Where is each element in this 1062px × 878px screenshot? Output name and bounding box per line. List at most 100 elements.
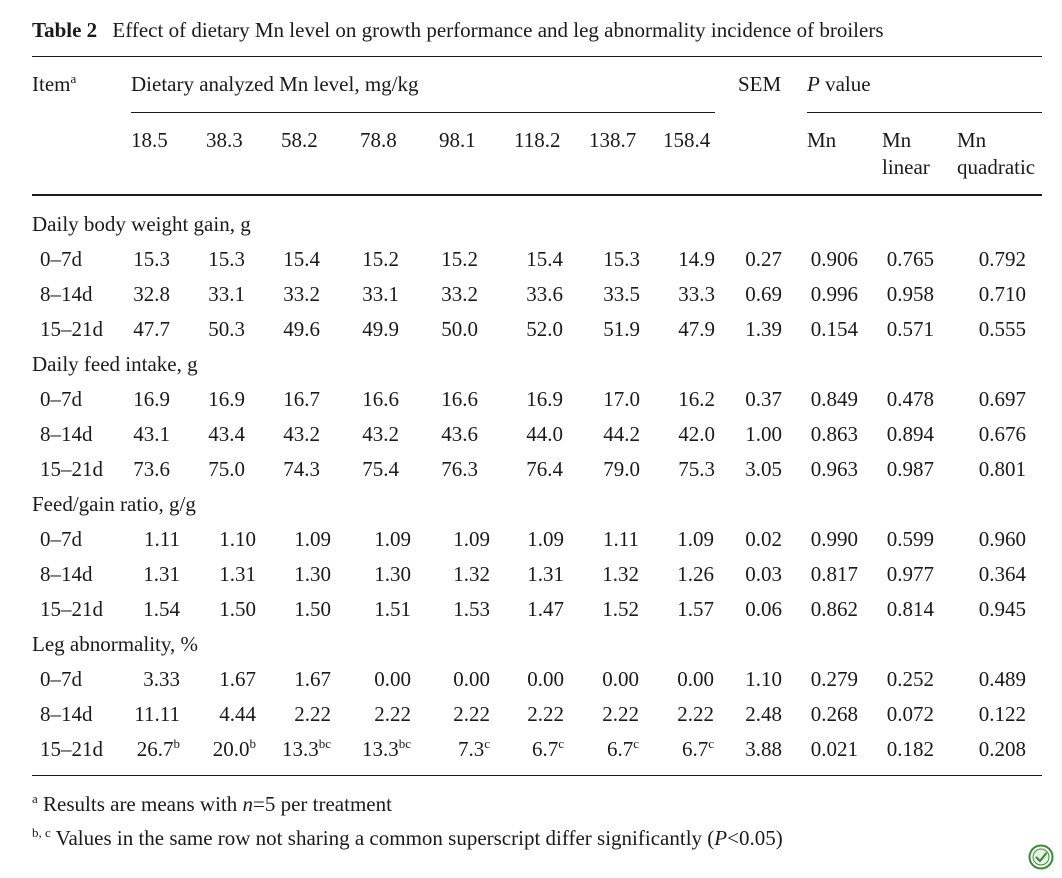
p-value-cell: 0.697 [978, 387, 1026, 411]
cell-value: 2.22 [602, 702, 639, 726]
row-label: 0–7d [40, 247, 82, 271]
row-label: 15–21d [40, 737, 103, 761]
sem-cell: 2.48 [745, 702, 782, 726]
checkmark-badge-icon[interactable] [1028, 844, 1054, 870]
table-cell: 17.0 [603, 387, 640, 411]
sem-cell: 1.39 [745, 317, 782, 341]
cell-value: 44.2 [603, 422, 640, 446]
table-cell: 6.7c [682, 737, 714, 761]
cell-superscript: bc [398, 736, 411, 751]
cell-superscript: c [484, 736, 490, 751]
table-cell: 2.22 [294, 702, 331, 726]
p-value-cell: 0.765 [886, 247, 934, 271]
table-cell: 1.54 [143, 597, 180, 621]
table-cell: 26.7b [137, 737, 180, 761]
p-column-header-line1: Mn [807, 128, 837, 152]
row-label: 8–14d [40, 702, 93, 726]
p-value-cell: 0.364 [978, 562, 1026, 586]
table-cell: 6.7c [532, 737, 564, 761]
cell-value: 6.7 [681, 737, 709, 761]
cell-value: 33.2 [283, 282, 320, 306]
p-value-cell: 0.571 [886, 317, 934, 341]
section-title: Daily feed intake, g [32, 352, 198, 376]
row-label: 15–21d [40, 457, 103, 481]
p-column-header-line2: linear [882, 155, 930, 179]
cell-superscript: c [558, 736, 564, 751]
p-value-cell: 0.817 [810, 562, 858, 586]
cell-superscript: bc [318, 736, 331, 751]
row-label: 8–14d [40, 422, 93, 446]
item-header: Itema [32, 71, 77, 96]
table-cell: 33.2 [283, 282, 320, 306]
cell-value: 2.22 [294, 702, 331, 726]
table-cell: 1.09 [294, 527, 331, 551]
table-cell: 75.0 [208, 457, 245, 481]
row-label: 0–7d [40, 527, 82, 551]
p-value-cell: 0.958 [886, 282, 934, 306]
cell-value: 51.9 [603, 317, 640, 341]
cell-superscript: b [249, 736, 257, 751]
p-value-cell: 0.154 [810, 317, 858, 341]
cell-value: 15.4 [526, 247, 563, 271]
cell-value: 15.2 [441, 247, 478, 271]
cell-value: 33.2 [441, 282, 478, 306]
cell-value: 43.4 [208, 422, 245, 446]
table-cell: 0.00 [374, 667, 411, 691]
cell-value: 1.51 [374, 597, 411, 621]
table-cell: 1.32 [602, 562, 639, 586]
cell-superscript: c [633, 736, 639, 751]
cell-value: 33.5 [603, 282, 640, 306]
table-cell: 49.9 [362, 317, 399, 341]
row-label: 8–14d [40, 282, 93, 306]
cell-value: 50.3 [208, 317, 245, 341]
cell-value: 11.11 [134, 702, 180, 726]
cell-value: 52.0 [526, 317, 563, 341]
cell-value: 16.6 [362, 387, 399, 411]
top-rule [32, 56, 1042, 57]
sem-cell: 3.05 [745, 457, 782, 481]
cell-value: 4.44 [219, 702, 256, 726]
cell-value: 1.31 [527, 562, 564, 586]
p-value-cell: 0.252 [886, 667, 934, 691]
cell-superscript: b [173, 736, 181, 751]
cell-value: 16.6 [441, 387, 478, 411]
cell-value: 75.0 [208, 457, 245, 481]
table-cell: 47.9 [678, 317, 715, 341]
cell-value: 75.3 [678, 457, 715, 481]
sem-header: SEM [738, 72, 782, 96]
table-cell: 52.0 [526, 317, 563, 341]
table-cell: 16.6 [362, 387, 399, 411]
footnote-a: a Results are means with n=5 per treatme… [32, 791, 392, 816]
table-cell: 1.09 [453, 527, 490, 551]
table-cell: 0.00 [453, 667, 490, 691]
p-value-cell: 0.945 [978, 597, 1026, 621]
table-cell: 51.9 [603, 317, 640, 341]
dietary-header: Dietary analyzed Mn level, mg/kg [131, 72, 419, 96]
cell-value: 20.0 [212, 737, 250, 761]
sem-cell: 3.88 [745, 737, 782, 761]
table-cell: 2.22 [527, 702, 564, 726]
cell-value: 15.3 [603, 247, 640, 271]
cell-value: 76.3 [441, 457, 478, 481]
cell-value: 1.31 [219, 562, 256, 586]
level-header: 78.8 [360, 128, 397, 152]
cell-value: 43.2 [283, 422, 320, 446]
cell-value: 1.09 [453, 527, 490, 551]
cell-value: 1.11 [144, 527, 180, 551]
table-cell: 1.30 [294, 562, 331, 586]
table-cell: 44.2 [603, 422, 640, 446]
p-value-cell: 0.849 [810, 387, 858, 411]
table-cell: 49.6 [283, 317, 320, 341]
row-label: 8–14d [40, 562, 93, 586]
table-cell: 16.9 [133, 387, 170, 411]
table-cell: 32.8 [133, 282, 170, 306]
dietary-subrule [131, 112, 715, 113]
cell-value: 1.10 [219, 527, 256, 551]
table-cell: 50.0 [441, 317, 478, 341]
cell-value: 6.7 [531, 737, 559, 761]
p-value-cell: 0.122 [978, 702, 1026, 726]
table-cell: 1.50 [294, 597, 331, 621]
table-cell: 15.2 [441, 247, 478, 271]
table-cell: 1.09 [527, 527, 564, 551]
table-cell: 13.3bc [362, 737, 411, 761]
